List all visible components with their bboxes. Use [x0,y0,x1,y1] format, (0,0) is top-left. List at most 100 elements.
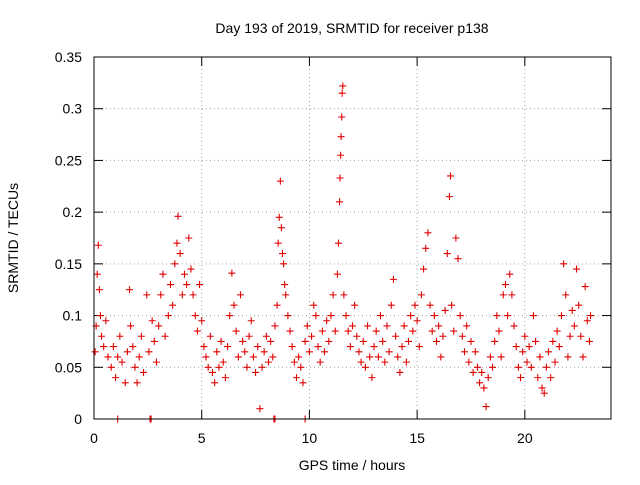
data-point [583,317,591,325]
data-point [271,322,279,330]
data-point [173,239,181,247]
data-point [372,327,380,335]
data-point [121,379,129,387]
data-point [123,348,131,356]
data-point [491,337,499,345]
data-point [398,343,406,351]
data-point [150,337,158,345]
data-point [532,337,540,345]
data-point [581,283,589,291]
data-point [568,306,576,314]
data-point [545,348,553,356]
axis-ticks: 0 0.05 0.1 0.15 0.2 0.25 0.3 0.35 0 5 10 15 20 [55,49,611,446]
data-point [575,301,583,309]
data-point [473,363,481,371]
data-point [140,368,148,376]
data-point [510,322,518,330]
data-point [557,312,565,320]
data-point [152,358,160,366]
data-point [118,358,126,366]
data-point [249,353,257,361]
data-point [269,353,277,361]
data-point [200,343,208,351]
data-point [385,348,393,356]
y-tick-label: 0.35 [55,49,82,65]
data-point [566,332,574,340]
data-point [504,312,512,320]
data-point [187,265,195,273]
data-point [338,113,346,121]
data-point [159,270,167,278]
data-point [277,224,285,232]
data-point [129,343,137,351]
data-point [191,312,199,320]
y-axis-label: SRMTID / TECUs [5,183,21,293]
data-point [109,343,117,351]
data-point [234,353,242,361]
data-point [114,353,122,361]
data-point [527,363,535,371]
data-point [336,198,344,206]
data-point [497,353,505,361]
data-point [521,332,529,340]
data-point [213,348,221,356]
data-point [562,291,570,299]
data-point [499,291,507,299]
data-point [284,312,292,320]
data-point [334,239,342,247]
data-point [185,234,193,242]
data-point [254,343,262,351]
data-point [104,353,112,361]
data-point [355,348,363,356]
data-point [435,322,443,330]
data-point [519,348,527,356]
data-point [308,332,316,340]
data-point [392,332,400,340]
data-point [374,353,382,361]
y-tick-label: 0.3 [63,101,83,117]
data-point [411,301,419,309]
data-point [585,337,593,345]
data-point [476,379,484,387]
data-point [161,332,169,340]
data-point [230,301,238,309]
y-tick-label: 0.05 [55,359,82,375]
data-point [329,291,337,299]
data-point [174,212,182,220]
data-point [517,374,525,382]
data-point [94,241,102,249]
data-point [536,353,544,361]
data-point [469,368,477,376]
data-point [131,363,139,371]
data-point [366,353,374,361]
data-point [456,312,464,320]
data-point [573,265,581,273]
data-point [327,312,335,320]
data-point [312,312,320,320]
data-point [241,348,249,356]
data-point [299,379,307,387]
data-point [247,317,255,325]
data-point [107,363,115,371]
y-tick-label: 0.1 [63,308,83,324]
data-point [396,368,404,376]
data-point [316,358,324,366]
data-point [301,337,309,345]
data-point [98,332,106,340]
data-point [465,358,473,366]
data-point [196,281,204,289]
data-point [560,260,568,268]
data-point [102,317,110,325]
y-tick-label: 0.25 [55,152,82,168]
data-point [337,133,345,141]
grid-lines [94,57,611,419]
data-point [551,358,559,366]
data-point [155,322,163,330]
data-point [377,312,385,320]
data-point [463,322,471,330]
data-point [245,332,253,340]
data-point [547,374,555,382]
data-point [93,270,101,278]
